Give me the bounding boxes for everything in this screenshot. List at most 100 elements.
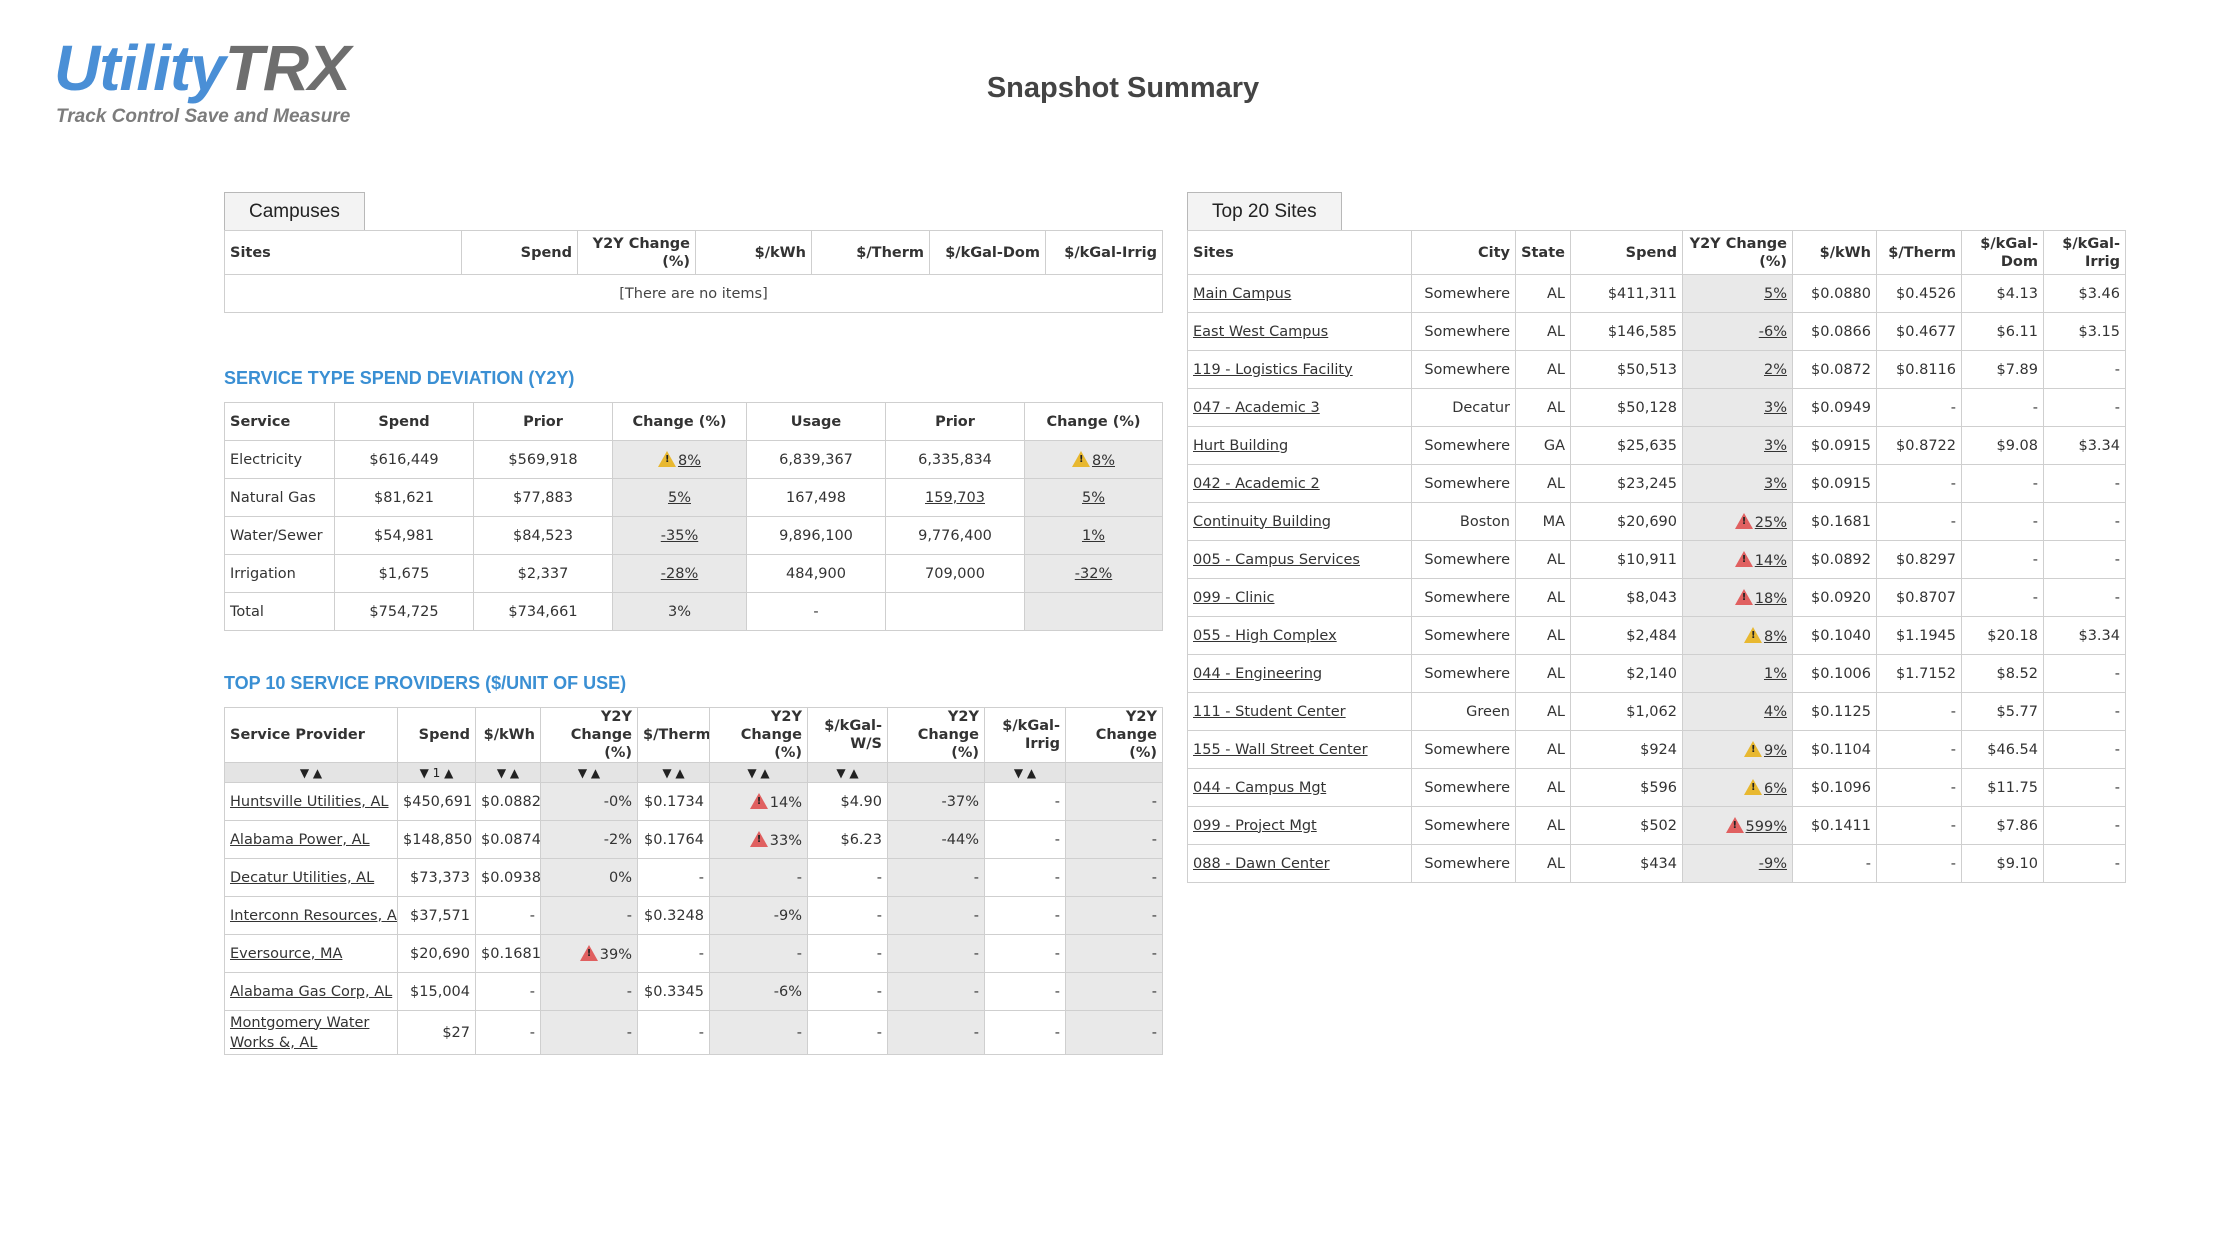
site-link[interactable]: 099 - Project Mgt (1193, 817, 1317, 834)
y2y-change-link[interactable]: 6% (1763, 780, 1787, 797)
provider-link[interactable]: Huntsville Utilities, AL (230, 793, 389, 810)
therm-change: 14% (709, 782, 808, 821)
sort-arrows[interactable]: ▼ ▲ (475, 762, 541, 783)
state-value: AL (1515, 464, 1571, 503)
y2y-change-link[interactable]: 18% (1754, 590, 1787, 607)
spend-value: $2,484 (1570, 616, 1683, 655)
site-link[interactable]: 155 - Wall Street Center (1193, 741, 1368, 758)
kgal-dom-value: $7.86 (1961, 806, 2044, 845)
usage-change: 8% (1024, 440, 1163, 479)
usage-change-link[interactable]: 5% (1081, 489, 1105, 506)
site-link[interactable]: 042 - Academic 2 (1193, 475, 1320, 492)
site-link[interactable]: 044 - Campus Mgt (1193, 779, 1327, 796)
column-header: Usage (746, 402, 886, 441)
column-header: Spend (397, 707, 476, 763)
tab-campuses[interactable]: Campuses (224, 192, 365, 230)
warning-icon (657, 450, 676, 467)
provider-link[interactable]: Alabama Gas Corp, AL (230, 983, 393, 1000)
spend-value: $502 (1570, 806, 1683, 845)
site-link[interactable]: 055 - High Complex (1193, 627, 1337, 644)
column-header: $/kGal-Dom (1961, 230, 2044, 275)
sort-arrows[interactable]: ▼ ▲ (709, 762, 808, 783)
table-row: Huntsville Utilities, AL $450,691 $0.0882 -… (224, 782, 1163, 821)
sort-arrows[interactable]: ▼ 1 ▲ (397, 762, 476, 783)
provider-link[interactable]: Decatur Utilities, AL (230, 869, 375, 886)
y2y-change-link[interactable]: 3% (1763, 475, 1787, 492)
y2y-change-link[interactable]: 2% (1763, 361, 1787, 378)
y2y-change-link[interactable]: -6% (1758, 323, 1787, 340)
sort-arrows[interactable]: ▼ ▲ (807, 762, 888, 783)
site-link[interactable]: 088 - Dawn Center (1193, 855, 1330, 872)
column-header: $/kGal-Irrig (2043, 230, 2126, 275)
provider-link[interactable]: Alabama Power, AL (230, 831, 370, 848)
state-value: AL (1515, 692, 1571, 731)
spend-change-link[interactable]: 8% (677, 452, 701, 469)
sort-arrows[interactable]: ▼ ▲ (984, 762, 1066, 783)
city-value: Somewhere (1411, 464, 1516, 503)
spend-value: $50,513 (1570, 350, 1683, 389)
usage-prior: 9,776,400 (885, 516, 1025, 555)
provider-name: Alabama Gas Corp, AL (224, 972, 398, 1011)
column-header: $/kWh (1792, 230, 1877, 275)
usage-change-link[interactable]: 8% (1091, 452, 1115, 469)
irrigation-change: - (1065, 820, 1163, 859)
site-link[interactable]: 119 - Logistics Facility (1193, 361, 1353, 378)
therm-value: $0.4677 (1876, 312, 1962, 351)
y2y-change-link[interactable]: -9% (1758, 855, 1787, 872)
provider-link[interactable]: Interconn Resources, AL (230, 907, 398, 924)
therm-value: $1.1945 (1876, 616, 1962, 655)
y2y-change: -6% (1682, 312, 1793, 351)
site-link[interactable]: 099 - Clinic (1193, 589, 1275, 606)
site-link[interactable]: 005 - Campus Services (1193, 551, 1360, 568)
total-spend: $754,725 (334, 592, 474, 631)
provider-link[interactable]: Eversource, MA (230, 945, 343, 962)
usage-change-link[interactable]: -32% (1074, 565, 1113, 582)
therm-change-value: - (796, 945, 802, 962)
y2y-change-link[interactable]: 3% (1763, 437, 1787, 454)
site-link[interactable]: 044 - Engineering (1193, 665, 1323, 682)
table-row: Irrigation $1,675 $2,337 -28% 484,900 709,000… (224, 554, 1163, 593)
therm-value: $1.7152 (1876, 654, 1962, 693)
water-sewer-value: $6.23 (807, 820, 888, 859)
site-link[interactable]: Continuity Building (1193, 513, 1332, 530)
sort-arrows[interactable]: ▼ ▲ (540, 762, 638, 783)
y2y-change-link[interactable]: 9% (1763, 742, 1787, 759)
y2y-change-link[interactable]: 3% (1763, 399, 1787, 416)
column-header: Change (%) (612, 402, 747, 441)
tab-top-20-sites[interactable]: Top 20 Sites (1187, 192, 1342, 230)
y2y-change: 9% (1682, 730, 1793, 769)
site-link[interactable]: 047 - Academic 3 (1193, 399, 1320, 416)
total-usage-change (1024, 592, 1163, 631)
y2y-change-link[interactable]: 14% (1754, 552, 1787, 569)
kwh-change-value: 39% (599, 946, 632, 963)
y2y-change-link[interactable]: 1% (1763, 665, 1787, 682)
water-sewer-change: - (887, 934, 985, 973)
y2y-change-link[interactable]: 4% (1763, 703, 1787, 720)
spend-change: 5% (612, 478, 747, 517)
site-link[interactable]: Hurt Building (1193, 437, 1289, 454)
column-header: $/kWh (695, 230, 812, 275)
y2y-change-link[interactable]: 5% (1763, 285, 1787, 302)
sort-arrows[interactable]: ▼ ▲ (637, 762, 710, 783)
usage-change-link[interactable]: 1% (1081, 527, 1105, 544)
usage-prior-link[interactable]: 159,703 (925, 489, 985, 506)
y2y-change-link[interactable]: 599% (1745, 818, 1787, 835)
y2y-change-link[interactable]: 25% (1754, 514, 1787, 531)
warning-icon (1743, 778, 1762, 795)
provider-link[interactable]: Montgomery Water Works &, AL (230, 1014, 370, 1051)
kgal-irrig-value: - (2043, 692, 2126, 731)
warning-icon (1743, 740, 1762, 757)
water-sewer-value: - (807, 1010, 888, 1055)
spend-change-link[interactable]: -28% (660, 565, 699, 582)
column-header: Prior (885, 402, 1025, 441)
site-link[interactable]: East West Campus (1193, 323, 1329, 340)
y2y-change-link[interactable]: 8% (1763, 628, 1787, 645)
sort-arrows[interactable]: ▼ ▲ (224, 762, 398, 783)
spend-change-link[interactable]: 5% (667, 489, 691, 506)
spend-change-link[interactable]: -35% (660, 527, 699, 544)
site-link[interactable]: Main Campus (1193, 285, 1292, 302)
kwh-value: $0.0949 (1792, 388, 1877, 427)
spend-value: $924 (1570, 730, 1683, 769)
site-link[interactable]: 111 - Student Center (1193, 703, 1346, 720)
usage-prior: 709,000 (885, 554, 1025, 593)
